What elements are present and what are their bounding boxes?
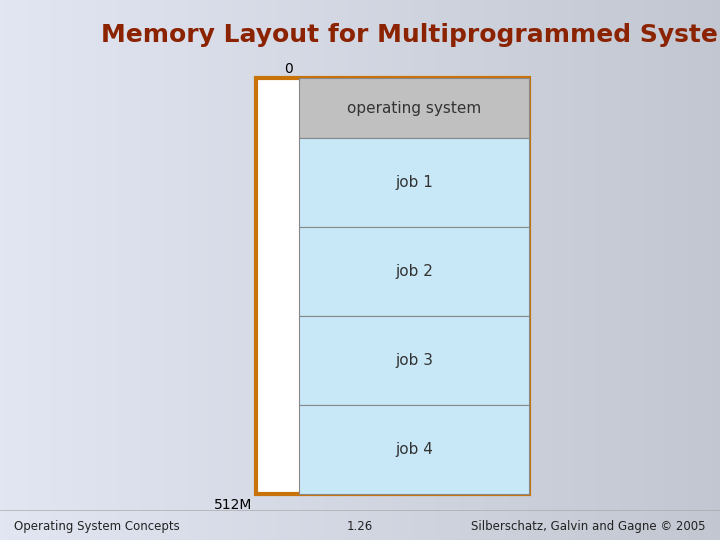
Text: job 2: job 2 bbox=[395, 264, 433, 279]
Bar bbox=[299, 138, 529, 227]
Text: job 3: job 3 bbox=[395, 353, 433, 368]
Text: Memory Layout for Multiprogrammed System: Memory Layout for Multiprogrammed System bbox=[101, 23, 720, 47]
Text: 1.26: 1.26 bbox=[347, 520, 373, 533]
Bar bbox=[299, 316, 529, 405]
Bar bbox=[299, 78, 529, 138]
Bar bbox=[299, 227, 529, 316]
Text: job 1: job 1 bbox=[395, 175, 433, 190]
Text: job 4: job 4 bbox=[395, 442, 433, 457]
Text: operating system: operating system bbox=[347, 100, 481, 116]
Text: Operating System Concepts: Operating System Concepts bbox=[14, 520, 180, 533]
Text: 512M: 512M bbox=[214, 498, 252, 512]
Bar bbox=[256, 78, 529, 494]
Bar bbox=[299, 405, 529, 494]
Text: 0: 0 bbox=[284, 62, 293, 76]
Text: Silberschatz, Galvin and Gagne © 2005: Silberschatz, Galvin and Gagne © 2005 bbox=[471, 520, 706, 533]
